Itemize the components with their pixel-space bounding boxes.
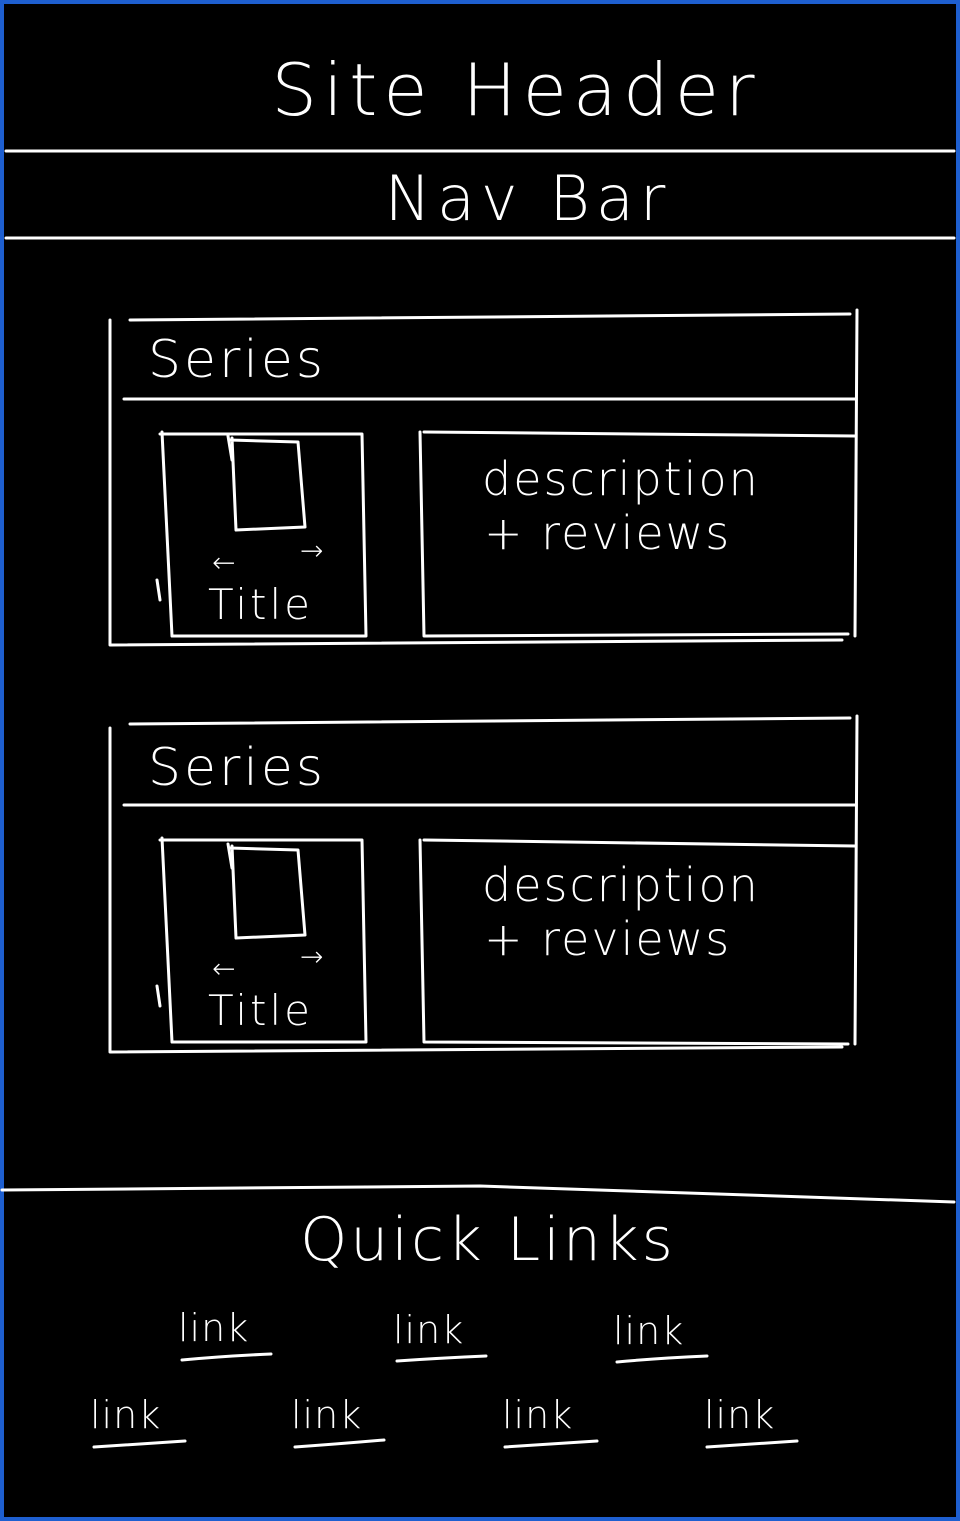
footer-link[interactable]: link xyxy=(502,1393,574,1437)
footer-divider xyxy=(0,1184,956,1204)
prev-arrow-icon[interactable]: ← xyxy=(212,952,236,985)
series-heading: Series xyxy=(148,330,326,390)
series-heading: Series xyxy=(148,738,326,798)
nav-bar[interactable]: Nav Bar xyxy=(48,162,960,235)
site-header: Site Header xyxy=(36,48,960,132)
footer-link[interactable]: link xyxy=(393,1308,465,1352)
description-text: description xyxy=(482,452,760,506)
card-title[interactable]: Title xyxy=(208,986,314,1035)
link-underlines xyxy=(92,1352,799,1449)
nav-bar-title: Nav Bar xyxy=(384,162,672,235)
card-title[interactable]: Title xyxy=(208,580,314,629)
prev-arrow-icon[interactable]: ← xyxy=(212,546,236,579)
site-header-title: Site Header xyxy=(271,48,761,132)
next-arrow-icon[interactable]: → xyxy=(300,534,324,567)
series-section-1-outline xyxy=(108,308,859,647)
next-arrow-icon[interactable]: → xyxy=(300,940,324,973)
footer-link[interactable]: link xyxy=(90,1393,162,1437)
description-text: description xyxy=(482,858,760,912)
footer-link[interactable]: link xyxy=(704,1393,776,1437)
reviews-text: + reviews xyxy=(484,506,732,560)
footer-link[interactable]: link xyxy=(178,1306,250,1350)
footer-link[interactable]: link xyxy=(613,1309,685,1353)
footer-link[interactable]: link xyxy=(291,1393,363,1437)
reviews-text: + reviews xyxy=(484,912,732,966)
quick-links-heading: Quick Links xyxy=(300,1205,676,1275)
series-section-2-outline xyxy=(108,714,859,1054)
